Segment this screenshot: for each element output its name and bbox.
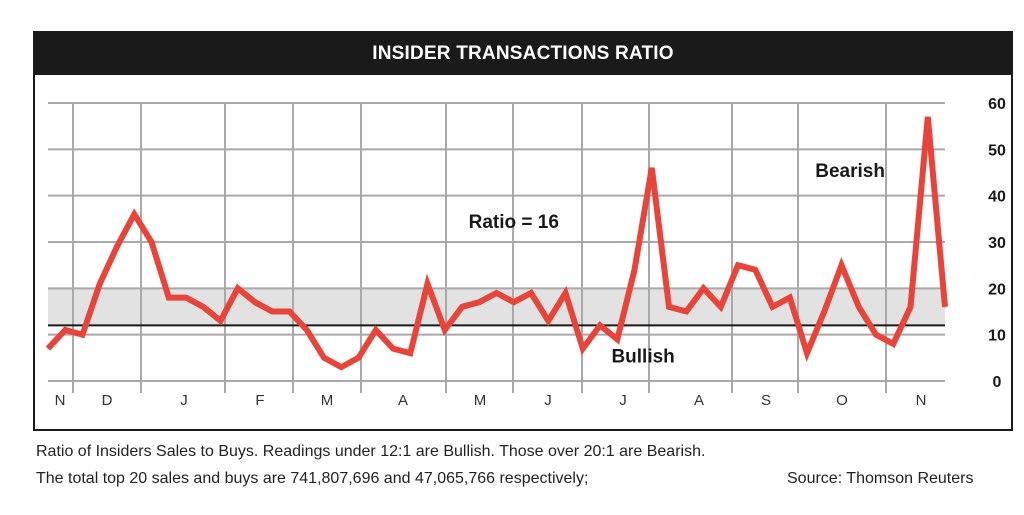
y-tick-label-10: 10 xyxy=(988,328,1006,345)
data-point-22 xyxy=(427,283,428,285)
data-point-44 xyxy=(806,352,808,354)
x-tick-label-3: F xyxy=(255,392,264,409)
data-point-8 xyxy=(185,297,187,299)
annotation-1: Bearish xyxy=(815,161,885,182)
data-point-47 xyxy=(858,306,860,308)
data-point-16 xyxy=(323,357,325,359)
data-point-25 xyxy=(478,301,480,303)
caption-source: Source: Thomson Reuters xyxy=(787,470,974,487)
data-point-35 xyxy=(651,167,653,169)
line-chart: 0 10 20 30 40 50 60 N D J F M A M J J A S O N Ratio = 16 Bear… xyxy=(45,96,1006,409)
data-point-12 xyxy=(254,301,256,303)
data-point-38 xyxy=(703,287,704,289)
data-point-50 xyxy=(910,306,911,308)
data-point-43 xyxy=(789,297,791,299)
x-tick-label-0: N xyxy=(55,392,66,409)
x-tick-label-7: J xyxy=(544,392,552,409)
data-point-48 xyxy=(875,334,877,336)
x-tick-label-10: S xyxy=(761,392,771,409)
y-tick-label-0: 0 xyxy=(993,374,1002,391)
data-point-24 xyxy=(461,306,463,308)
data-point-46 xyxy=(841,264,842,266)
data-point-39 xyxy=(720,306,722,308)
data-point-41 xyxy=(754,269,756,271)
data-point-42 xyxy=(772,306,773,308)
data-point-2 xyxy=(82,334,83,336)
data-point-21 xyxy=(409,352,411,354)
data-point-6 xyxy=(151,241,152,243)
data-point-1 xyxy=(64,329,66,331)
data-point-49 xyxy=(892,343,894,345)
data-point-20 xyxy=(392,348,394,350)
data-point-27 xyxy=(513,301,515,303)
data-point-30 xyxy=(565,292,566,294)
data-point-40 xyxy=(737,264,739,266)
data-point-29 xyxy=(547,320,549,322)
data-point-33 xyxy=(616,338,618,340)
data-point-14 xyxy=(289,311,290,312)
chart-frame: INSIDER TRANSACTIONS RATIO 0 10 20 30 40 50 60… xyxy=(33,31,1013,431)
caption-line-1: Ratio of Insiders Sales to Buys. Reading… xyxy=(36,443,706,460)
data-point-11 xyxy=(237,287,239,289)
x-tick-label-8: J xyxy=(619,392,627,409)
caption-line-2: The total top 20 sales and buys are 741,… xyxy=(36,470,589,487)
y-tick-label-30: 30 xyxy=(988,235,1006,252)
data-point-51 xyxy=(927,116,929,118)
annotation-0: Ratio = 16 xyxy=(469,212,559,233)
data-point-19 xyxy=(375,329,377,331)
x-tick-label-11: O xyxy=(836,392,848,409)
chart-title: INSIDER TRANSACTIONS RATIO xyxy=(35,33,1011,75)
data-point-5 xyxy=(133,213,135,215)
data-point-23 xyxy=(444,329,446,331)
x-tick-label-6: M xyxy=(474,392,487,409)
x-tick-label-5: A xyxy=(398,392,408,409)
data-point-13 xyxy=(271,311,273,312)
x-tick-label-4: M xyxy=(321,392,334,409)
data-point-18 xyxy=(358,357,359,359)
data-point-7 xyxy=(168,297,170,299)
data-point-9 xyxy=(202,306,204,308)
y-tick-label-20: 20 xyxy=(988,281,1006,298)
data-point-0 xyxy=(47,348,49,350)
data-point-52 xyxy=(944,306,946,308)
data-point-34 xyxy=(634,269,635,271)
data-point-10 xyxy=(220,320,221,322)
x-tick-label-12: N xyxy=(916,392,927,409)
data-point-26 xyxy=(496,292,497,294)
data-point-15 xyxy=(306,329,308,331)
data-point-36 xyxy=(668,306,670,308)
annotation-2: Bullish xyxy=(611,346,674,367)
x-tick-label-2: J xyxy=(180,392,188,409)
y-tick-label-50: 50 xyxy=(988,142,1006,159)
data-point-31 xyxy=(582,348,584,350)
data-point-28 xyxy=(530,292,532,294)
data-point-4 xyxy=(116,246,118,248)
data-point-37 xyxy=(685,311,687,312)
data-point-3 xyxy=(99,283,101,285)
data-point-32 xyxy=(599,324,601,326)
y-tick-label-40: 40 xyxy=(988,189,1006,206)
y-tick-label-60: 60 xyxy=(988,96,1006,113)
data-point-17 xyxy=(340,366,342,368)
data-point-45 xyxy=(823,311,825,312)
x-tick-label-1: D xyxy=(102,392,113,409)
x-tick-label-9: A xyxy=(694,392,704,409)
